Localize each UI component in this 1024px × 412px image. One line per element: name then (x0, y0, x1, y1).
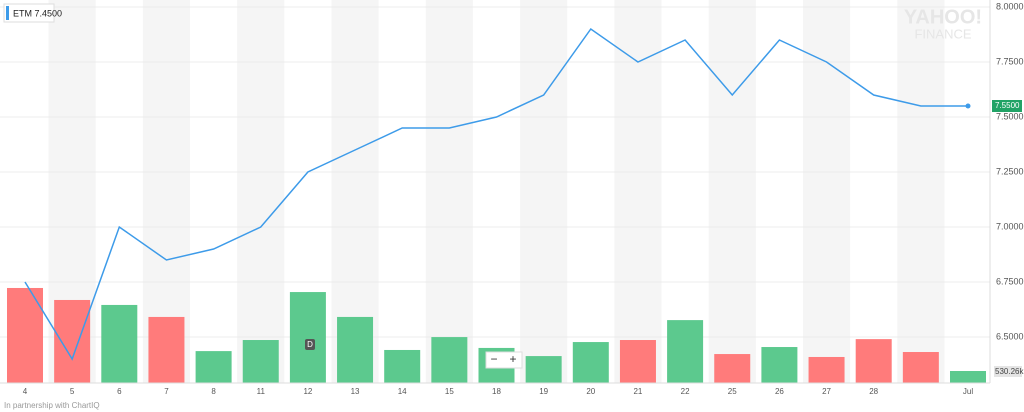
volume-bar (7, 287, 43, 383)
x-tick-label: 27 (822, 387, 831, 396)
symbol-box (3, 3, 55, 23)
x-tick-label: Jul (963, 387, 973, 396)
volume-bar (54, 299, 91, 383)
zoom-out[interactable]: − (490, 352, 497, 366)
x-tick-label: 15 (445, 387, 454, 396)
watermark: FINANCE (914, 26, 971, 41)
zoom-box (485, 351, 523, 369)
x-tick-label: 5 (70, 387, 75, 396)
x-tick-label: 12 (303, 387, 312, 396)
stripe (425, 0, 473, 383)
y-tick-label: 7.0000 (996, 221, 1024, 231)
x-tick-label: 4 (23, 387, 28, 396)
credit: In partnership with ChartIQ (4, 401, 100, 410)
x-tick-label: 6 (117, 387, 122, 396)
stripe (897, 0, 945, 383)
stripe (614, 0, 662, 383)
volume-bar (195, 351, 232, 383)
x-tick-label: 26 (775, 387, 784, 396)
value-label: 530.26k (995, 367, 1024, 376)
volume-bar (384, 349, 421, 383)
volume-bar (572, 342, 609, 383)
volume-bar (714, 354, 751, 383)
volume-bar (101, 304, 138, 383)
x-tick-label: 20 (586, 387, 595, 396)
y-tick-label: 6.5000 (996, 331, 1024, 341)
y-tick-label: 7.5000 (996, 111, 1024, 121)
x-tick-label: 11 (257, 387, 266, 396)
stripe (708, 0, 756, 383)
volume-bar (808, 356, 845, 383)
stripe (520, 0, 568, 383)
event-marker-box (305, 339, 315, 350)
stripe (802, 0, 851, 383)
y-tick-label: 8.0000 (996, 1, 1024, 11)
volume-bar (619, 340, 656, 383)
x-tick-label: 21 (633, 387, 642, 396)
volume-bar (855, 339, 892, 383)
price-line (24, 27, 968, 361)
symbol-swatch (6, 6, 9, 20)
x-tick-label: 25 (728, 387, 737, 396)
volume-bar (148, 316, 185, 383)
price-tag-label: 7.5500 (995, 101, 1020, 110)
stripes (48, 0, 945, 383)
volume-bar (761, 347, 798, 383)
x-tick-label: 7 (164, 387, 169, 396)
volume-bar (242, 340, 279, 383)
y-tick-label: 6.7500 (996, 276, 1024, 286)
volume-bar (950, 371, 986, 383)
marks (7, 27, 986, 383)
event-marker: D (307, 340, 313, 349)
stripe (237, 0, 285, 383)
x-tick-label: 18 (492, 387, 501, 396)
x-tick-label: 8 (211, 387, 216, 396)
volume-bar (525, 356, 562, 383)
x-tick-label: 22 (681, 387, 690, 396)
volume-bar (337, 316, 374, 383)
volume-bar (902, 352, 939, 383)
y-tick-label: 7.7500 (996, 56, 1024, 66)
value-label-box (994, 366, 1022, 377)
volume-bar (289, 292, 326, 383)
x-tick-label: 19 (539, 387, 548, 396)
volume-bar (667, 320, 704, 383)
x-tick-label: 14 (398, 387, 407, 396)
price-tag (992, 99, 1022, 112)
x-tick-label: 28 (869, 387, 878, 396)
y-tick-label: 7.2500 (996, 166, 1024, 176)
zoom-in[interactable]: + (509, 352, 516, 366)
volume-bar (431, 337, 468, 383)
last-point (965, 103, 971, 109)
x-tick-label: 13 (351, 387, 360, 396)
symbol-label: ETM 7.4500 (13, 8, 62, 18)
watermark: YAHOO! (904, 6, 982, 28)
